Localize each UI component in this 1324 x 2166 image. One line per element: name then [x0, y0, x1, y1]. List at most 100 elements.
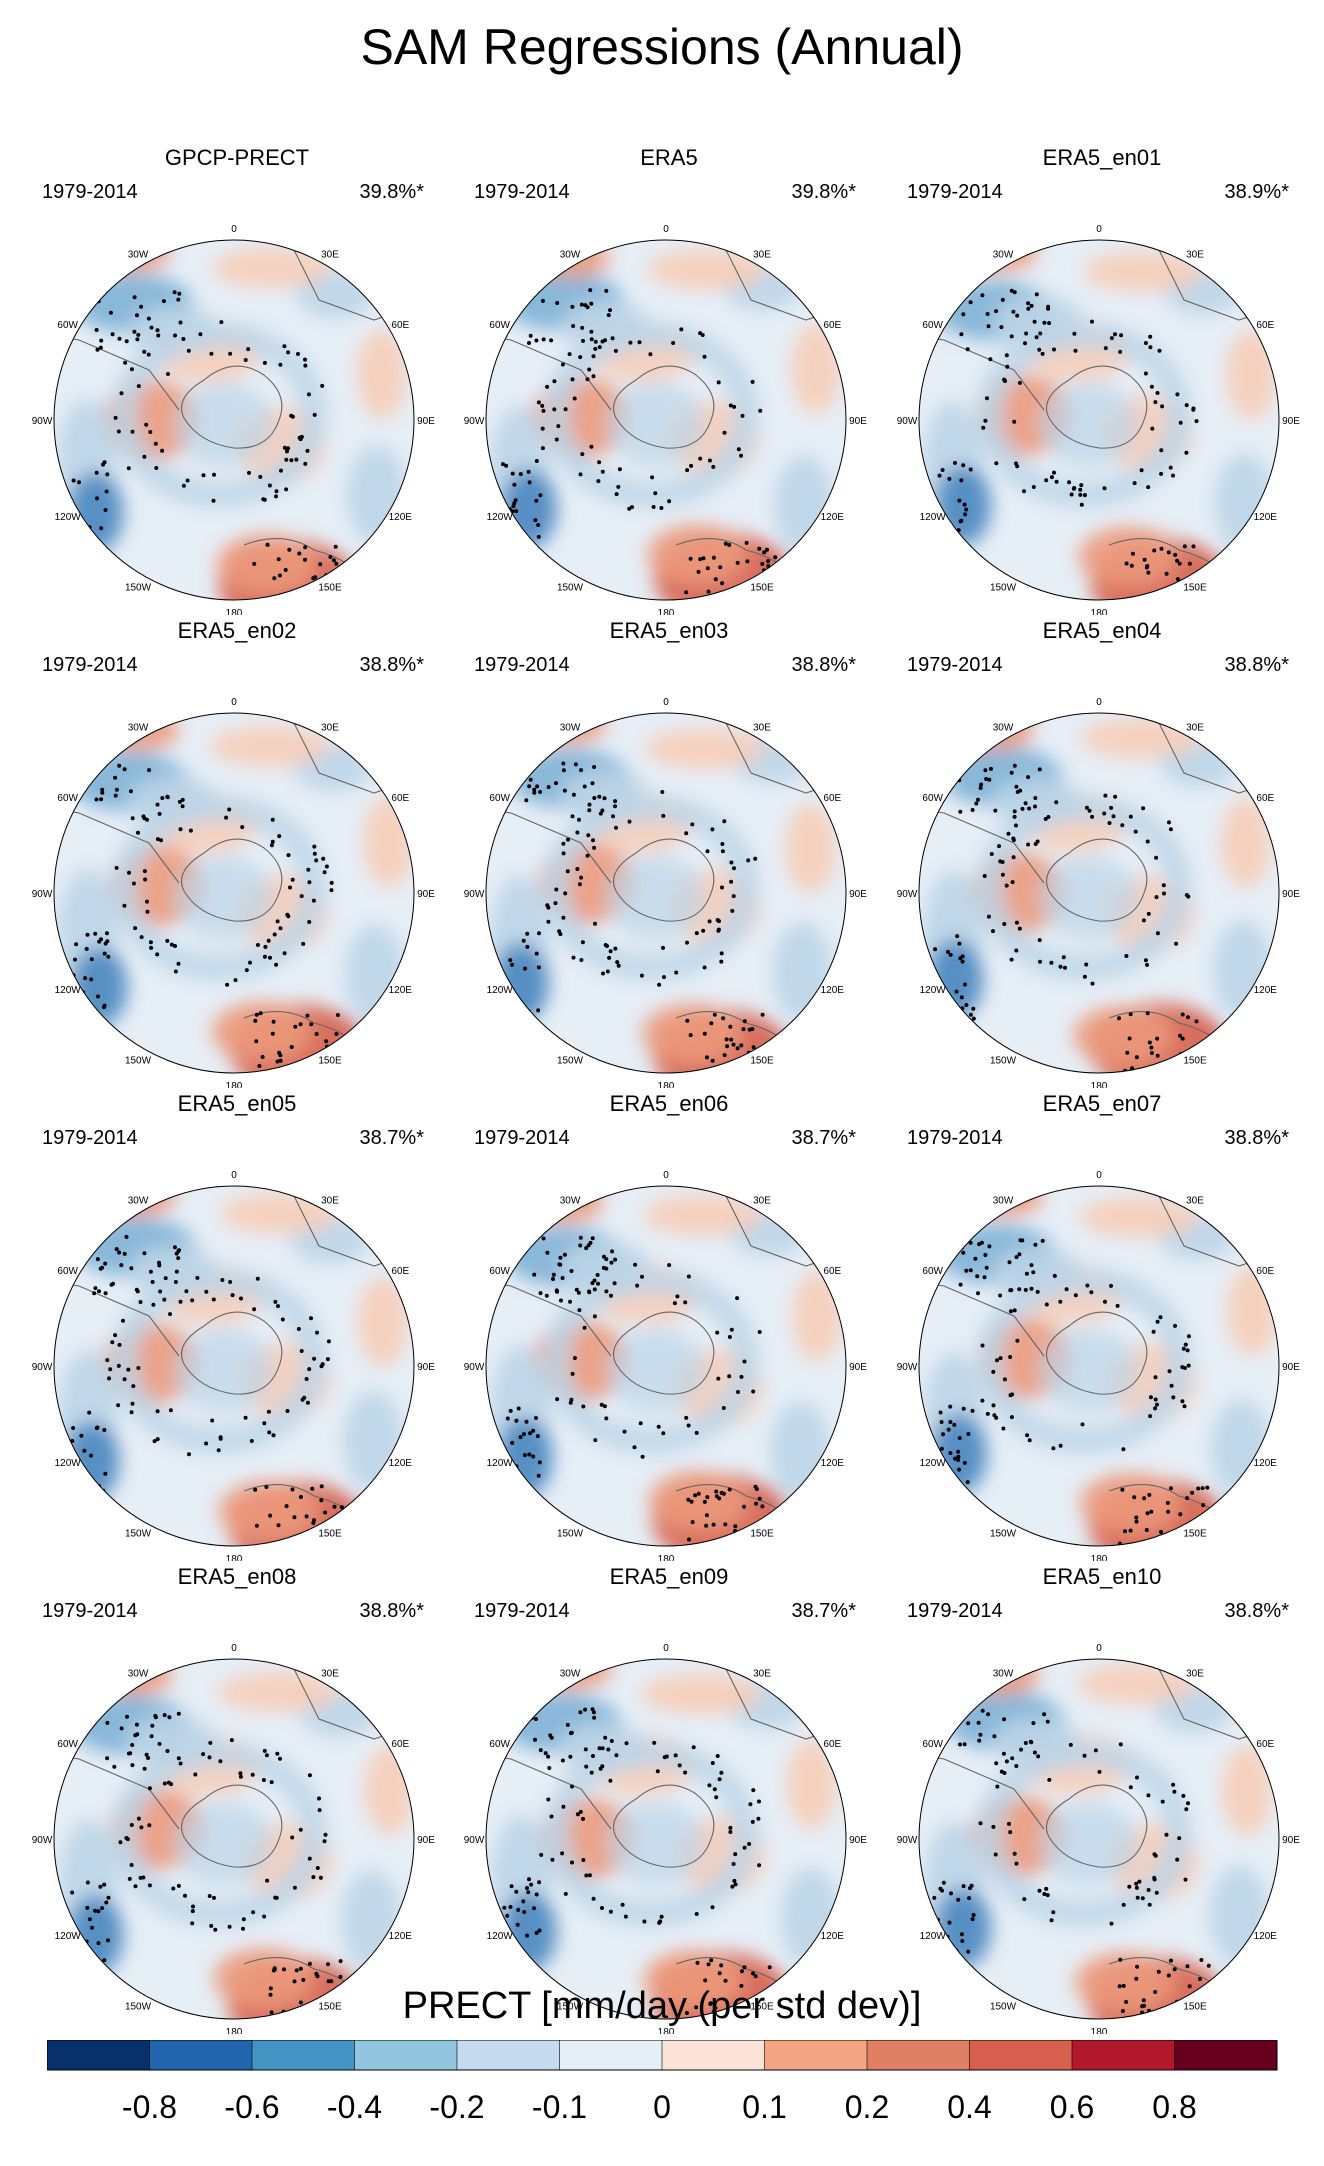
stipple-dot: [1025, 1433, 1030, 1438]
stipple-dot: [286, 853, 291, 858]
stipple-dot: [512, 482, 517, 487]
stipple-dot: [517, 1008, 521, 1013]
stipple-dot: [959, 332, 964, 337]
stipple-dot: [168, 1408, 173, 1413]
longitude-label: 60W: [57, 1739, 78, 1750]
stipple-dot: [956, 1897, 961, 1902]
stipple-dot: [729, 879, 734, 884]
stipple-dot: [606, 1747, 611, 1752]
stipple-dot: [971, 1006, 976, 1011]
stipple-dot: [673, 1753, 678, 1758]
stipple-dot: [99, 338, 104, 343]
stipple-dot: [1015, 313, 1020, 318]
stipple-dot: [751, 1389, 756, 1394]
stipple-dot: [1073, 348, 1078, 353]
stipple-dot: [698, 456, 703, 461]
stipple-dot: [760, 1012, 765, 1017]
stipple-dot: [528, 1431, 533, 1436]
longitude-label: 180: [1091, 608, 1108, 615]
stipple-dot: [1128, 1012, 1133, 1017]
stipple-dot: [672, 1301, 677, 1306]
panel-title: ERA5_en04: [1042, 618, 1162, 643]
stipple-dot: [269, 1780, 274, 1785]
stipple-dot: [757, 546, 762, 551]
stipple-dot: [611, 814, 615, 819]
stipple-dot: [694, 931, 699, 936]
stipple-dot: [1132, 481, 1137, 486]
stipple-dot: [715, 1754, 720, 1758]
stipple-dot: [961, 463, 966, 468]
stipple-dot: [110, 332, 115, 337]
stipple-dot: [591, 1896, 596, 1901]
south-america-coastline: [54, 331, 180, 411]
stipple-dot: [523, 966, 527, 971]
longitude-label: 60W: [489, 1266, 510, 1277]
stipple-dot: [745, 1539, 750, 1544]
stipple-dot: [535, 1434, 540, 1439]
stipple-dot: [568, 1754, 573, 1759]
stipple-dot: [1200, 1486, 1205, 1491]
longitude-label: 120E: [1254, 512, 1278, 523]
stipple-dot: [146, 316, 151, 321]
longitude-label: 150W: [125, 1528, 152, 1539]
stipple-dot: [953, 460, 957, 465]
stipple-dot: [1183, 1342, 1188, 1347]
stipple-dot: [98, 1884, 103, 1889]
map-panel: ERA5_en03 1979-2014 38.8%* 0 30E 60E 90E 120E 15…: [454, 618, 884, 1088]
stipple-dot: [948, 1451, 953, 1455]
stipple-dot: [729, 1327, 734, 1332]
anomaly-patch: [1077, 1663, 1198, 1704]
stipple-dot: [1172, 1967, 1177, 1972]
stipple-dot: [957, 498, 962, 503]
stipple-dot: [578, 355, 583, 360]
stipple-dot: [1123, 1529, 1127, 1534]
longitude-label: 180: [226, 1554, 243, 1561]
stipple-dot: [1023, 1288, 1028, 1292]
stipple-dot: [742, 1845, 747, 1850]
stipple-dot: [1155, 931, 1160, 936]
stipple-dot: [1134, 1881, 1139, 1886]
stipple-dot: [1183, 1877, 1188, 1882]
stipple-dot: [1127, 1036, 1132, 1041]
stipple-dot: [262, 360, 267, 365]
stipple-dot: [96, 1941, 101, 1946]
anomaly-patch: [218, 1480, 319, 1541]
stipple-dot: [106, 1938, 110, 1943]
stipple-dot: [1161, 883, 1166, 888]
stipple-dot: [142, 454, 147, 459]
stipple-dot: [108, 310, 113, 315]
stipple-dot: [989, 766, 993, 771]
longitude-label: 60E: [1256, 793, 1274, 804]
stipple-dot: [569, 1397, 574, 1402]
stipple-dot: [508, 958, 513, 963]
stipple-dot: [742, 1504, 746, 1509]
stipple-dot: [961, 1884, 966, 1889]
stipple-dot: [952, 1422, 957, 1427]
stipple-dot: [657, 1920, 662, 1925]
stipple-dot: [303, 357, 307, 362]
stipple-dot: [1178, 420, 1183, 425]
stipple-dot: [94, 797, 99, 802]
longitude-label: 90E: [417, 1362, 435, 1373]
stipple-dot: [638, 1421, 643, 1426]
stipple-dot: [178, 1299, 183, 1304]
stipple-dot: [275, 1751, 280, 1756]
stipple-dot: [1102, 811, 1107, 816]
stipple-dot: [304, 1514, 309, 1519]
stipple-dot: [298, 1495, 303, 1499]
stipple-dot: [1118, 1742, 1123, 1747]
anomaly-patch: [1080, 1473, 1181, 1534]
stipple-dot: [580, 940, 585, 945]
stipple-dot: [727, 1487, 732, 1492]
stipple-dot: [1014, 823, 1018, 828]
stipple-dot: [92, 1291, 97, 1296]
stipple-dot: [276, 1070, 281, 1073]
stipple-dot: [292, 1515, 297, 1520]
stipple-dot: [570, 1860, 574, 1865]
longitude-label: 0: [663, 1170, 669, 1181]
stipple-dot: [1026, 775, 1031, 780]
stipple-dot: [133, 1884, 138, 1889]
stipple-dot: [534, 338, 539, 343]
stipple-dot: [572, 396, 577, 401]
stipple-dot: [268, 1513, 273, 1518]
